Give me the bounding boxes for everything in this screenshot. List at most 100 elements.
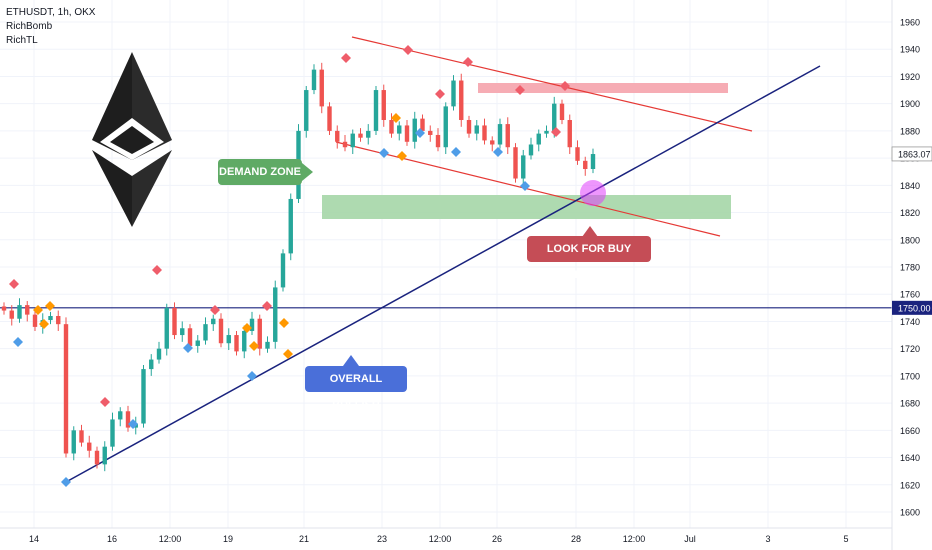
candle-body xyxy=(536,133,541,145)
buy-signal-diamond xyxy=(493,147,503,157)
candle-body xyxy=(180,328,185,336)
candle-body xyxy=(412,118,417,142)
price-tick-label: 1840 xyxy=(900,181,920,191)
candle-body xyxy=(459,80,464,120)
candle-body xyxy=(1,306,7,311)
buy-signal-diamond xyxy=(451,147,461,157)
candle-body xyxy=(71,430,76,454)
symbol-line: ETHUSDT, 1h, OKX xyxy=(6,7,96,18)
time-tick-label: 3 xyxy=(765,534,770,544)
time-tick-label: 19 xyxy=(223,534,233,544)
sell-signal-diamond xyxy=(262,301,272,311)
buy-signal-diamond xyxy=(13,337,23,347)
candle-body xyxy=(528,144,534,156)
candle-body xyxy=(482,125,487,141)
buy-setups-callout: LOOK FOR BUY SETUPS xyxy=(527,236,651,281)
price-tick-label: 1920 xyxy=(900,72,920,82)
sell-signal-diamond xyxy=(341,53,351,63)
candle-body xyxy=(451,80,456,107)
last-price-label: 1863.07 xyxy=(898,149,931,159)
candle-body xyxy=(102,446,107,465)
candle-body xyxy=(242,330,247,352)
indicator-richtl: RichTL xyxy=(6,35,38,46)
signal-markers xyxy=(9,45,606,487)
candle-body xyxy=(474,125,479,134)
buy-signal-diamond xyxy=(247,371,257,381)
neutral-signal-diamond xyxy=(249,341,259,351)
neutral-signal-diamond xyxy=(391,113,401,123)
candle-body xyxy=(443,106,448,148)
neutral-signal-diamond xyxy=(279,318,289,328)
time-tick-label: 21 xyxy=(299,534,309,544)
candle-body xyxy=(366,130,371,138)
buy-signal-diamond xyxy=(415,128,425,138)
candle-body xyxy=(211,318,216,325)
candle-body xyxy=(172,307,177,336)
time-tick-label: 12:00 xyxy=(429,534,452,544)
price-tick-label: 1940 xyxy=(900,45,920,55)
sell-signal-diamond xyxy=(100,397,110,407)
candle-body xyxy=(110,419,115,447)
price-tick-label: 1620 xyxy=(900,480,920,490)
candle-body xyxy=(56,316,61,325)
sell-signal-diamond xyxy=(515,85,525,95)
candle-body xyxy=(48,316,53,321)
candle-body xyxy=(505,124,510,148)
price-tick-label: 1900 xyxy=(900,99,920,109)
sell-signal-diamond xyxy=(435,89,445,99)
candle-body xyxy=(397,125,402,134)
candle-body xyxy=(288,198,293,254)
candle-body xyxy=(319,69,324,107)
sell-signal-diamond xyxy=(9,279,19,289)
price-tick-label: 1780 xyxy=(900,263,920,273)
candle-body xyxy=(226,335,231,344)
time-tick-label: Jul xyxy=(684,534,696,544)
candle-body xyxy=(559,103,565,120)
candle-body xyxy=(195,340,200,346)
sell-signal-diamond xyxy=(560,81,570,91)
price-tick-label: 1760 xyxy=(900,290,920,300)
candle-body xyxy=(141,369,146,424)
grid xyxy=(0,0,892,528)
candle-body xyxy=(149,359,154,370)
price-tick-label: 1720 xyxy=(900,344,920,354)
time-tick-label: 14 xyxy=(29,534,39,544)
price-tick-label: 1640 xyxy=(900,453,920,463)
last-price-tag xyxy=(891,146,932,162)
candle-body xyxy=(342,141,348,148)
time-tick-label: 5 xyxy=(843,534,848,544)
demand-zone xyxy=(322,195,731,219)
candle-body xyxy=(164,307,169,349)
sell-signal-diamond xyxy=(551,127,561,137)
eth-logo-bottom-right xyxy=(132,150,172,227)
neutral-signal-diamond xyxy=(45,301,55,311)
candle-body xyxy=(203,324,208,341)
sell-signal-diamond xyxy=(152,265,162,275)
candle-body xyxy=(79,430,84,443)
time-tick-label: 26 xyxy=(492,534,502,544)
demand-zone-arrow xyxy=(302,163,313,181)
time-tick-label: 12:00 xyxy=(623,534,646,544)
time-tick-label: 23 xyxy=(377,534,387,544)
candle-body xyxy=(404,125,410,142)
eth-logo-center-gem xyxy=(110,126,154,154)
candle-body xyxy=(513,147,518,179)
candle-body xyxy=(156,348,162,360)
sell-signal-diamond xyxy=(463,57,473,67)
candle-body xyxy=(257,318,262,349)
level-price-label: 1750.00 xyxy=(898,303,931,313)
price-tick-label: 1680 xyxy=(900,399,920,409)
price-tick-label: 1880 xyxy=(900,126,920,136)
time-tick-label: 12:00 xyxy=(159,534,182,544)
candles xyxy=(1,62,596,472)
candle-body xyxy=(590,154,596,169)
candle-body xyxy=(327,106,332,131)
candle-body xyxy=(567,120,572,148)
channel-lower-line xyxy=(335,141,721,237)
candle-body xyxy=(63,324,69,454)
candle-body xyxy=(25,305,30,315)
buy-signal-diamond xyxy=(128,419,138,429)
candle-body xyxy=(428,130,433,135)
